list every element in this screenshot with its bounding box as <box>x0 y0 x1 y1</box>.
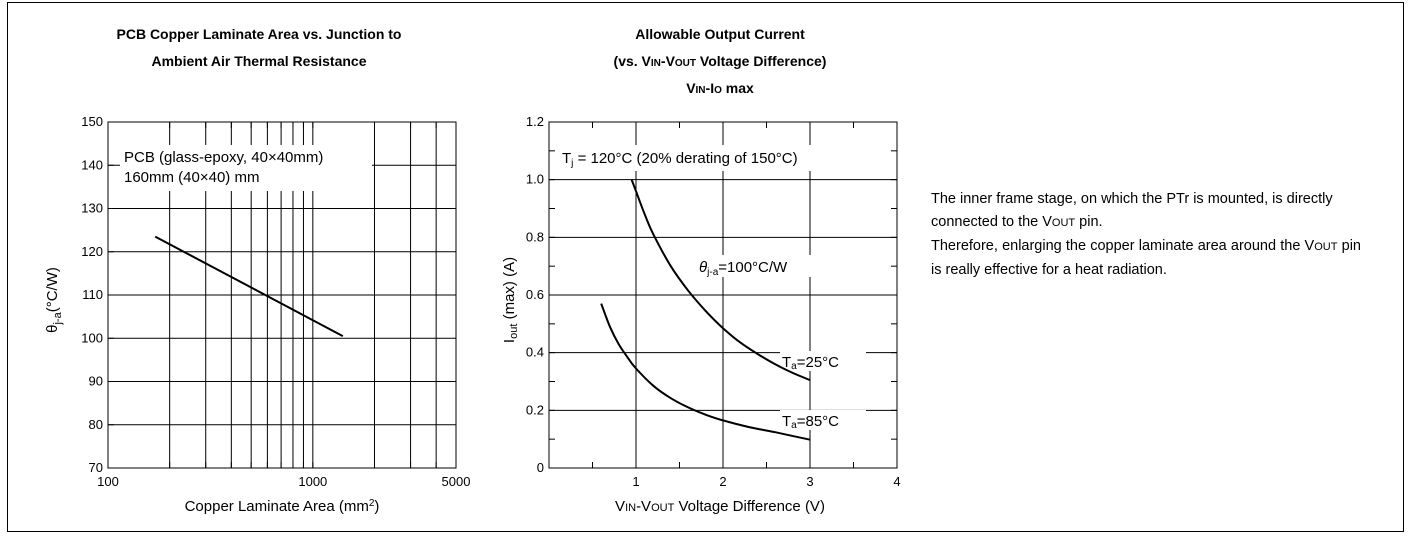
chart1-y-tick-label: 120 <box>81 244 103 259</box>
chart1-y-tick-label: 90 <box>89 374 103 389</box>
chart1-y-axis-label: θj-a(°C/W) <box>44 267 64 333</box>
chart1-y-tick-label: 70 <box>89 460 103 475</box>
chart1-x-axis-label: Copper Laminate Area (mm2) <box>185 498 380 515</box>
description-paragraph-2: Therefore, enlarging the copper laminate… <box>931 238 1361 278</box>
chart1-y-tick-label: 140 <box>81 157 103 172</box>
chart1-title-line1: PCB Copper Laminate Area vs. Junction to <box>117 26 402 42</box>
thermal-resistance-chart: PCB Copper Laminate Area vs. Junction to… <box>44 26 470 515</box>
chart1-x-tick-label: 100 <box>97 474 119 489</box>
chart1-y-tick-label: 150 <box>81 114 103 129</box>
chart1-series-line <box>154 235 344 337</box>
description-paragraph-1: The inner frame stage, on which the PTr … <box>931 191 1333 230</box>
chart1-y-tick-label: 80 <box>89 417 103 432</box>
chart1-x-tick-label: 5000 <box>442 474 470 489</box>
chart1-annotation-box <box>120 145 372 191</box>
chart1-y-tick-label: 130 <box>81 201 103 216</box>
chart1-annotation-line2: 160mm (40×40) mm <box>124 169 259 186</box>
description-text: The inner frame stage, on which the PTr … <box>931 188 1361 282</box>
chart1-x-tick-label: 1000 <box>298 474 327 489</box>
chart1-y-tick-label: 100 <box>81 330 103 345</box>
figure-frame <box>7 2 1404 532</box>
chart1-annotation-line1: PCB (glass-epoxy, 40×40mm) <box>124 149 323 166</box>
chart1-title-line2: Ambient Air Thermal Resistance <box>152 53 367 69</box>
chart1-y-tick-label: 110 <box>82 287 103 302</box>
